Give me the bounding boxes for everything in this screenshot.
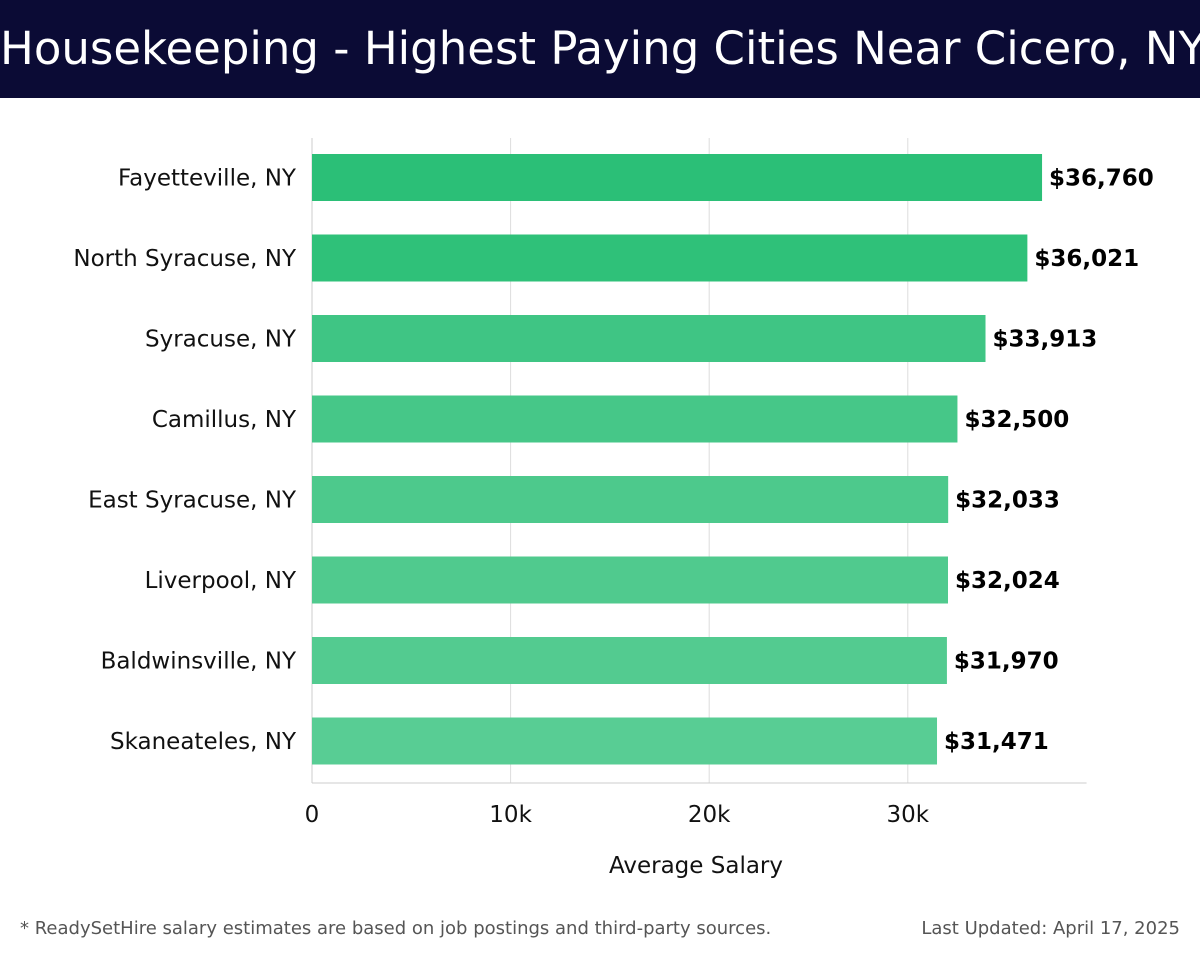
category-label: Fayetteville, NY — [118, 166, 297, 192]
category-label: Liverpool, NY — [145, 568, 297, 594]
bar — [312, 234, 1028, 282]
value-label: $32,024 — [955, 568, 1060, 594]
category-label: East Syracuse, NY — [88, 488, 297, 514]
header-bar: Housekeeping - Highest Paying Cities Nea… — [0, 0, 1200, 98]
bar — [312, 637, 947, 684]
bar — [312, 315, 986, 362]
x-axis-ticks: 0 10k 20k 30k — [305, 802, 930, 828]
bar — [312, 717, 938, 765]
bar — [312, 476, 949, 523]
x-tick-label: 30k — [887, 802, 930, 828]
bar — [312, 395, 958, 443]
category-label: Syracuse, NY — [145, 327, 297, 353]
category-label: Camillus, NY — [152, 407, 297, 433]
bars — [312, 154, 1043, 765]
bar — [312, 154, 1043, 201]
value-label: $32,033 — [955, 488, 1060, 514]
x-tick-label: 20k — [688, 802, 731, 828]
footer-disclaimer: * ReadySetHire salary estimates are base… — [20, 918, 772, 939]
value-label: $36,760 — [1049, 166, 1154, 192]
x-axis-title: Average Salary — [609, 853, 783, 879]
x-tick-label: 0 — [305, 802, 320, 828]
bar — [312, 556, 948, 604]
category-label: Baldwinsville, NY — [101, 649, 297, 675]
category-label: Skaneateles, NY — [110, 729, 297, 755]
value-label: $36,021 — [1034, 246, 1139, 272]
x-tick-label: 10k — [489, 802, 532, 828]
category-labels: Fayetteville, NY North Syracuse, NY Syracu… — [73, 166, 297, 756]
value-label: $32,500 — [964, 407, 1069, 433]
category-label: North Syracuse, NY — [73, 246, 297, 272]
page-title: Housekeeping - Highest Paying Cities Nea… — [0, 22, 1200, 75]
value-label: $31,471 — [944, 729, 1049, 755]
value-label: $33,913 — [993, 327, 1098, 353]
value-labels: $36,760 $36,021 $33,913 $32,500 $32,033 $32,0… — [944, 166, 1154, 756]
value-label: $31,970 — [954, 649, 1059, 675]
last-updated: Last Updated: April 17, 2025 — [921, 918, 1180, 939]
